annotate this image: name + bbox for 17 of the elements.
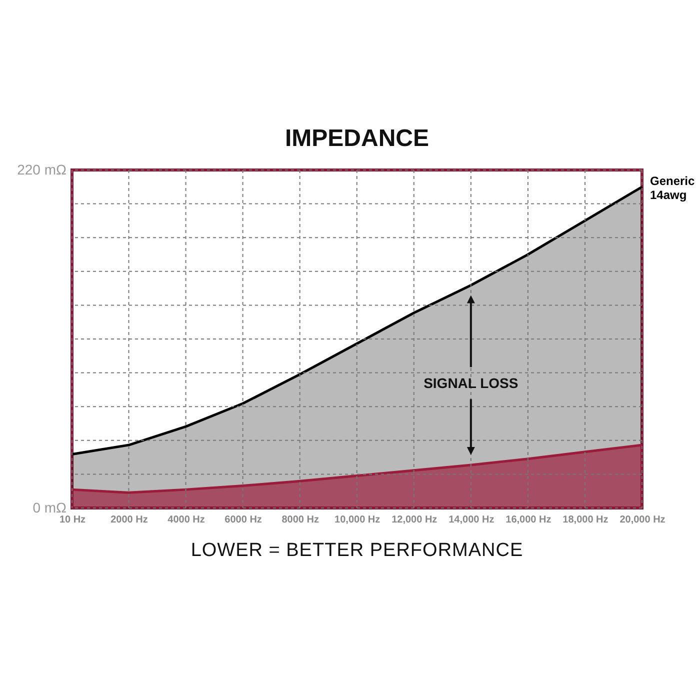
text: LOWER = BETTER PERFORMANCE <box>190 540 524 562</box>
x-tick-label: 10,000 Hz <box>334 514 380 526</box>
x-tick-label: 16,000 Hz <box>506 514 552 526</box>
x-tick-label: 4000 Hz <box>168 514 205 526</box>
x-tick-label: 2000 Hz <box>110 514 148 526</box>
x-tick-label: 10 Hz <box>59 514 86 526</box>
y-tick-label: 0 mΩ <box>32 500 66 516</box>
annotation: SIGNAL LOSS <box>424 375 518 392</box>
x-tick-label: 14,000 Hz <box>448 514 494 526</box>
x-tick-label: 18,000 Hz <box>562 514 608 526</box>
x-tick-label: 12,000 Hz <box>392 514 438 526</box>
series-label: Generic 14awg <box>650 174 696 202</box>
x-tick-label: 6000 Hz <box>224 514 262 526</box>
chart-title: IMPEDANCE <box>284 125 430 152</box>
x-tick-label: 8000 Hz <box>282 514 319 526</box>
x-tick-label: 20,000 Hz <box>620 514 666 526</box>
y-tick-label: 220 mΩ <box>17 162 66 178</box>
